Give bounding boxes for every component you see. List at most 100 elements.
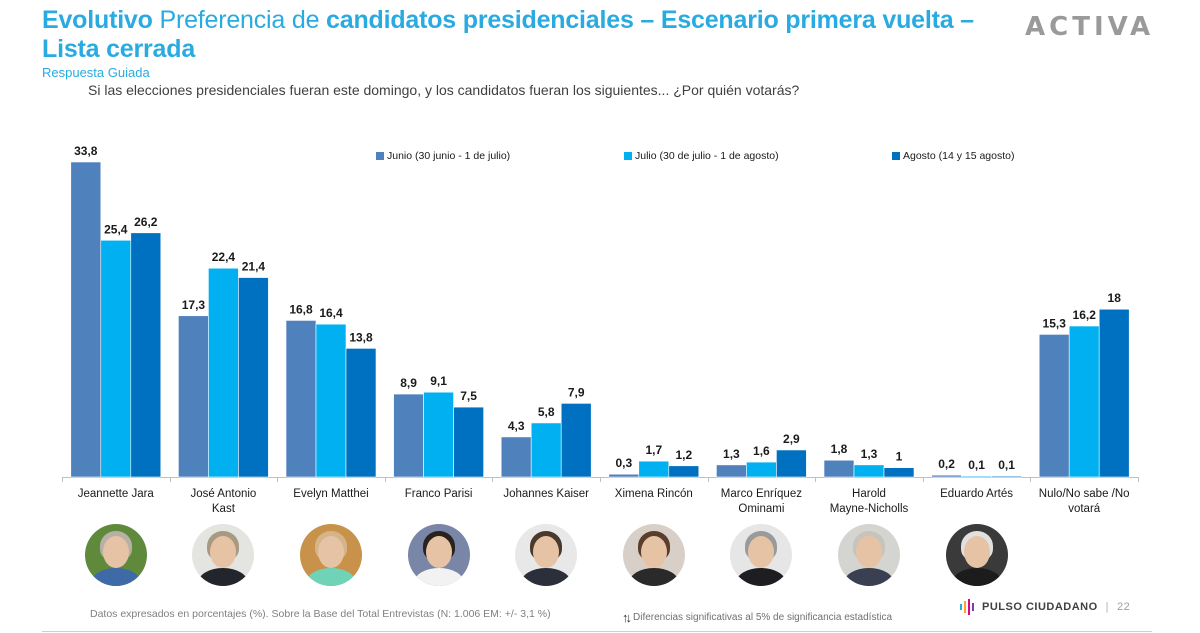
legend-item-agosto: Agosto (14 y 15 agosto) [892, 150, 1015, 162]
bar [716, 464, 747, 478]
portrait-body [844, 568, 894, 586]
bar [608, 473, 640, 478]
bar-value-label: 16,2 [1073, 308, 1097, 322]
x-tick-label: Ximena Rincón [601, 487, 706, 502]
title-evolutivo: Evolutivo [42, 6, 153, 34]
portrait-body [951, 568, 1002, 586]
footer-divider [42, 631, 1152, 632]
portrait-face [102, 536, 129, 568]
x-tick-label-line: José Antonio [190, 488, 257, 500]
candidate-portrait [622, 524, 685, 586]
bar-value-label: 13,8 [349, 330, 373, 344]
bar [100, 239, 132, 478]
significance-text: Diferencias significativas al 5% de sign… [633, 612, 893, 623]
pulso-logo-bar [964, 601, 966, 613]
legend-label: Agosto (14 y 15 agosto) [903, 150, 1015, 162]
x-tick-label-line: Jeannette Jara [77, 488, 154, 500]
x-tick-label: Johannes Kaiser [494, 487, 599, 502]
legend-swatch [376, 152, 384, 160]
bar-value-label: 0,3 [615, 456, 632, 470]
bar [961, 475, 992, 478]
bar [776, 449, 807, 478]
bar [883, 467, 915, 478]
bar [208, 267, 239, 478]
bar [315, 323, 347, 478]
x-tick-label: José Antonio Kast [171, 487, 276, 517]
bar-value-label: 16,4 [319, 306, 343, 320]
portrait-face [856, 536, 882, 568]
x-tick-label-line: Mayne-Nicholls [829, 503, 909, 515]
activa-logo: ACTIVA [1025, 12, 1155, 42]
x-tick-label-line: Franco Parisi [404, 488, 473, 500]
survey-question: Si las elecciones presidenciales fueran … [88, 82, 800, 98]
portrait-body [198, 568, 249, 586]
pulso-logo-icon [960, 599, 976, 615]
subtitle: Respuesta Guiada [42, 65, 150, 80]
candidate-portrait [300, 524, 362, 586]
bar-value-label: 7,5 [460, 389, 477, 403]
candidate-portrait [192, 524, 255, 586]
candidate-portrait [84, 524, 147, 586]
bar-value-label: 7,9 [568, 385, 585, 399]
bar [931, 474, 962, 478]
x-tick-label-line: Harold [852, 488, 886, 500]
candidate-portrait [407, 524, 470, 586]
page-number: 22 [1117, 601, 1131, 613]
x-tick-label: Eduardo Artés [924, 487, 1029, 502]
portrait-body [413, 568, 464, 586]
portrait-body [306, 568, 356, 586]
bar [1068, 325, 1100, 478]
footer-note: Datos expresados en porcentajes (%). Sob… [90, 608, 551, 620]
bar-value-label: 25,4 [104, 222, 128, 236]
portrait-face [963, 536, 990, 568]
bar [500, 436, 532, 478]
bar [746, 461, 777, 478]
bar [638, 460, 670, 478]
bar-value-label: 1,3 [861, 447, 878, 461]
bar [285, 320, 317, 478]
portrait-body [736, 568, 787, 586]
bar-value-label: 33,8 [74, 144, 98, 158]
candidate-portrait [838, 524, 900, 586]
x-tick-label: Marco Enríquez Ominami [709, 487, 814, 517]
bar [668, 465, 700, 478]
bar [560, 403, 592, 478]
x-tick-label: Nulo/No sabe /No votará [1032, 487, 1137, 517]
x-tick-label-line: Kast [211, 503, 235, 515]
bar [530, 422, 562, 478]
pulso-logo-bar [968, 599, 970, 615]
x-tick-label-line: Marco Enríquez [720, 488, 802, 500]
portrait-body [90, 568, 141, 586]
x-tick-label-line: Ximena Rincón [614, 488, 693, 500]
bar-value-label: 1,6 [753, 444, 770, 458]
significance-note: ↑↓ Diferencias significativas al 5% de s… [622, 610, 892, 625]
bar-value-label: 0,1 [968, 458, 985, 472]
bar [345, 348, 377, 478]
legend-label: Junio (30 junio - 1 de julio) [387, 150, 511, 162]
x-tick-label: Evelyn Matthei [279, 487, 384, 502]
x-tick-label: Franco Parisi [386, 487, 491, 502]
x-tick-label-line: Johannes Kaiser [503, 488, 590, 500]
portrait-face [318, 536, 344, 568]
x-tick-label: Harold Mayne-Nicholls [817, 487, 922, 517]
bar-value-label: 0,1 [998, 458, 1015, 472]
bar-value-label: 5,8 [538, 405, 555, 419]
candidate-portrait [730, 524, 793, 586]
bar-value-label: 8,9 [400, 376, 417, 390]
bar-value-label: 15,3 [1043, 316, 1067, 330]
legend-swatch [892, 152, 900, 160]
bar-value-label: 22,4 [212, 250, 236, 264]
separator: | [1105, 601, 1110, 613]
bar-value-label: 0,2 [938, 457, 955, 471]
x-tick-label: Jeannette Jara [63, 487, 168, 502]
bar-value-label: 2,9 [783, 432, 800, 446]
bar-value-label: 18 [1108, 291, 1122, 305]
bar-value-label: 17,3 [182, 298, 206, 312]
bar [991, 475, 1022, 478]
bar [423, 391, 454, 478]
bar [393, 393, 424, 478]
bar [853, 464, 885, 478]
bar-value-label: 21,4 [242, 260, 266, 274]
bar [130, 232, 162, 478]
